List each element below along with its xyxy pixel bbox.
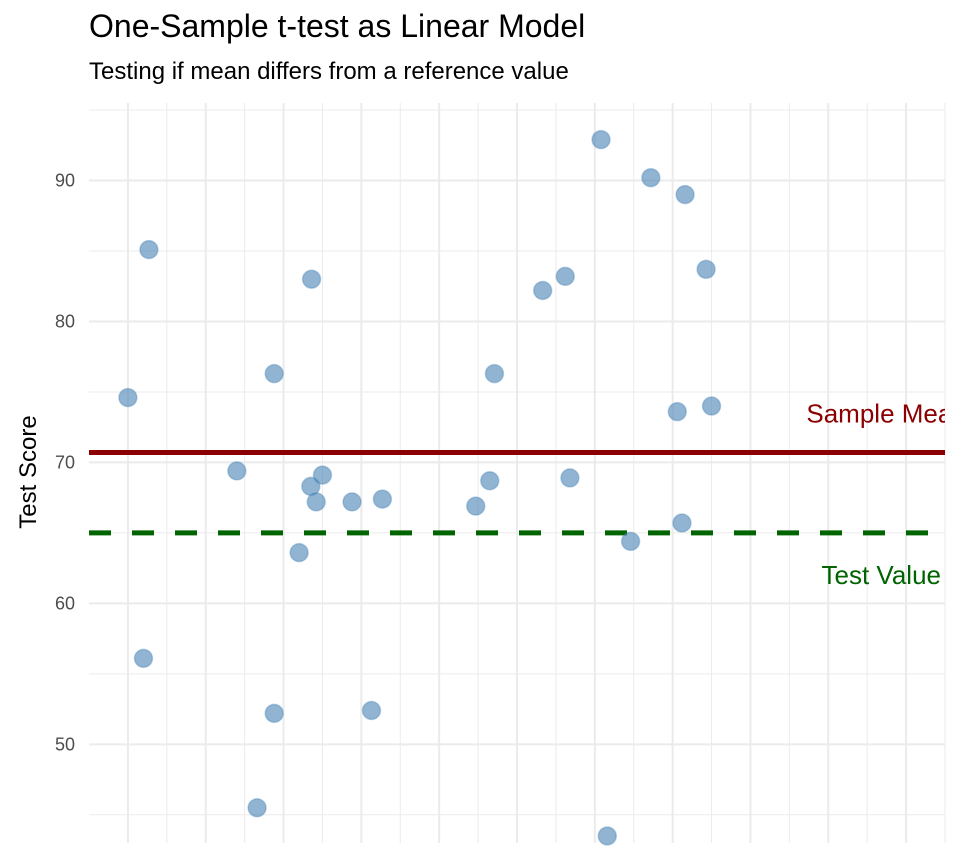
data-point: [227, 461, 247, 481]
data-point: [696, 259, 716, 280]
grid: [89, 103, 946, 843]
data-point: [480, 471, 500, 491]
axes: Sample Mear Test Value 50 60 70 80 90 Test Scor…: [15, 171, 960, 755]
y-tick-label: 70: [55, 452, 75, 472]
data-point: [641, 167, 661, 188]
data-point: [597, 826, 618, 846]
data-point: [701, 396, 722, 416]
data-point: [306, 492, 326, 512]
data-point: [118, 387, 138, 408]
data-point: [667, 401, 688, 422]
data-point: [361, 700, 382, 721]
y-tick-label: 80: [55, 311, 75, 331]
y-tick-label: 90: [55, 171, 75, 191]
data-point: [555, 266, 575, 287]
data-point: [675, 184, 695, 205]
y-tick-label: 60: [55, 593, 75, 613]
data-point: [484, 363, 505, 384]
chart-title: One-Sample t-test as Linear Model: [89, 8, 586, 44]
data-point: [301, 269, 322, 289]
data-point: [289, 542, 309, 563]
data-point: [133, 648, 154, 669]
data-point: [620, 531, 641, 552]
chart-subtitle: Testing if mean differs from a reference…: [89, 58, 569, 85]
data-point: [312, 465, 333, 485]
data-point: [264, 703, 284, 724]
y-tick-label: 50: [55, 734, 75, 754]
data-point: [139, 239, 159, 260]
data-point: [591, 129, 611, 150]
data-point: [560, 468, 580, 488]
data-point: [672, 513, 692, 533]
data-point: [372, 489, 393, 509]
test-value-label: Test Value: [822, 560, 941, 590]
data-point: [466, 496, 486, 516]
data-point: [532, 280, 553, 301]
y-axis-label: Test Score: [15, 415, 42, 528]
data-point: [264, 363, 284, 384]
sample-mean-label: Sample Mear: [806, 399, 960, 429]
reference-lines: [89, 450, 945, 536]
data-point: [342, 492, 362, 512]
points: [118, 129, 722, 846]
data-point: [247, 798, 267, 818]
